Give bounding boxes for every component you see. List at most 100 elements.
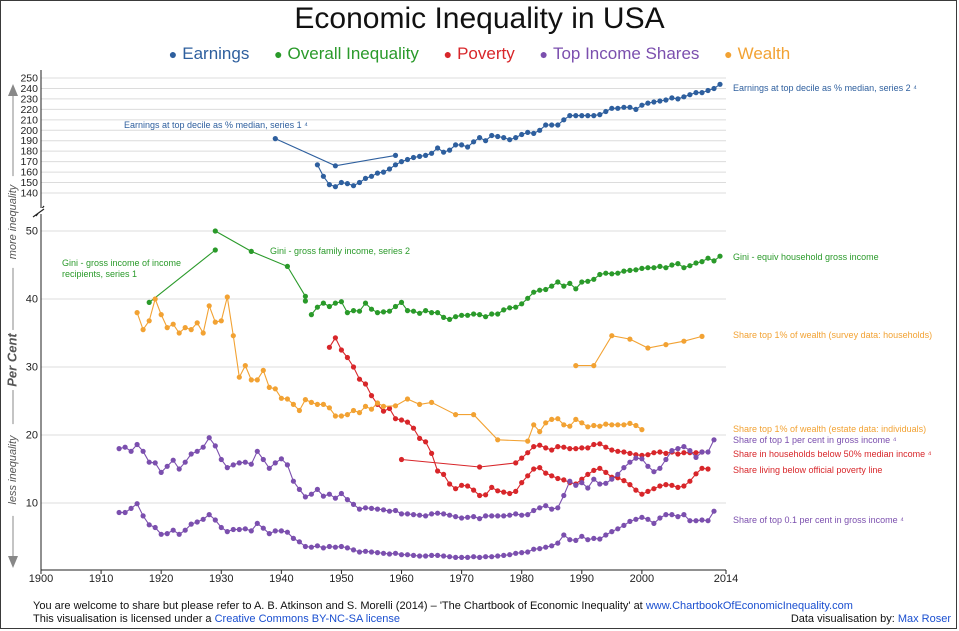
data-point bbox=[555, 122, 561, 128]
data-point bbox=[206, 303, 212, 309]
legend-item-earnings[interactable]: ● Earnings bbox=[169, 44, 250, 64]
data-point bbox=[699, 517, 705, 523]
data-point bbox=[525, 438, 531, 444]
series-line-share-top-1-of-wealth-survey-data-households bbox=[575, 335, 703, 367]
data-point bbox=[561, 477, 567, 483]
up-arrow-icon bbox=[8, 84, 18, 96]
data-point bbox=[128, 505, 134, 511]
data-point bbox=[699, 90, 705, 96]
series-share-in-households-below-50-median-income bbox=[398, 441, 705, 470]
data-point bbox=[513, 304, 519, 310]
data-point bbox=[224, 529, 230, 535]
data-point bbox=[218, 456, 224, 463]
data-point bbox=[531, 507, 537, 514]
y-tick-lower-40: 40 bbox=[26, 294, 38, 306]
data-point bbox=[549, 416, 555, 422]
data-point bbox=[398, 417, 405, 423]
chartbook-link[interactable]: www.ChartbookOfEconomicInequality.com bbox=[645, 600, 853, 612]
data-point bbox=[519, 455, 525, 461]
data-point bbox=[705, 255, 711, 261]
data-point bbox=[591, 276, 597, 282]
data-point bbox=[206, 435, 212, 441]
series-gini-gross-family-income-series-2 bbox=[212, 228, 308, 304]
data-point bbox=[326, 344, 332, 350]
data-point bbox=[362, 300, 369, 306]
data-point bbox=[687, 448, 693, 454]
series-line-gini-gross-family-income-series-2 bbox=[215, 230, 306, 301]
y-tick-upper-160: 160 bbox=[20, 167, 38, 179]
data-point bbox=[212, 319, 218, 325]
data-point bbox=[386, 551, 393, 557]
data-point bbox=[320, 300, 326, 306]
data-point bbox=[597, 423, 603, 429]
more-inequality-label: more inequality bbox=[7, 183, 19, 259]
data-point bbox=[242, 526, 248, 532]
data-point bbox=[423, 513, 429, 519]
data-point bbox=[404, 552, 411, 558]
series-label-share-top-1-of-wealth-estate-data-individuals: Share top 1% of wealth (estate data: ind… bbox=[733, 424, 926, 434]
data-point bbox=[507, 490, 513, 497]
data-point bbox=[579, 420, 585, 426]
legend-item-wealth[interactable]: ● Wealth bbox=[724, 44, 790, 64]
license-link[interactable]: Creative Commons BY-NC-SA license bbox=[214, 613, 401, 625]
page-title: Economic Inequality in USA bbox=[294, 2, 665, 35]
data-point bbox=[392, 416, 399, 422]
data-point bbox=[164, 531, 170, 537]
data-point bbox=[579, 533, 585, 539]
data-point bbox=[194, 519, 200, 525]
data-point bbox=[302, 494, 308, 500]
data-point bbox=[429, 399, 435, 405]
data-point bbox=[266, 465, 272, 471]
data-point bbox=[507, 552, 513, 558]
data-point bbox=[459, 142, 465, 148]
legend-item-overall-inequality[interactable]: ● Overall Inequality bbox=[274, 44, 419, 64]
data-point bbox=[633, 516, 639, 522]
data-point bbox=[663, 342, 669, 348]
data-point bbox=[561, 532, 567, 538]
data-point bbox=[368, 549, 375, 555]
series-share-of-top-1-per-cent-in-gross-income bbox=[116, 435, 717, 522]
data-point bbox=[609, 422, 615, 428]
x-tick-1940: 1940 bbox=[269, 573, 293, 585]
data-point bbox=[603, 532, 609, 538]
data-point bbox=[417, 310, 423, 316]
series-gini-gross-income-of-income-recipients-series-1 bbox=[146, 247, 218, 305]
data-point bbox=[543, 445, 549, 451]
data-point bbox=[272, 460, 278, 466]
data-point bbox=[398, 159, 405, 165]
data-point bbox=[717, 253, 723, 259]
data-point bbox=[615, 526, 621, 532]
data-point bbox=[429, 511, 435, 517]
data-point bbox=[639, 514, 645, 520]
data-point bbox=[224, 465, 230, 471]
data-point bbox=[380, 408, 387, 414]
data-point bbox=[392, 550, 399, 556]
data-point bbox=[573, 537, 579, 544]
data-point bbox=[483, 314, 489, 320]
data-point bbox=[567, 446, 573, 452]
author-link[interactable]: Max Roser bbox=[897, 613, 951, 625]
data-point bbox=[392, 507, 399, 514]
data-point bbox=[200, 516, 206, 522]
data-point bbox=[254, 520, 260, 527]
data-point bbox=[561, 422, 567, 428]
data-point bbox=[194, 320, 200, 326]
data-point bbox=[218, 524, 224, 531]
data-point bbox=[603, 480, 609, 486]
data-point bbox=[585, 537, 591, 543]
data-point bbox=[525, 450, 531, 456]
data-point bbox=[272, 528, 278, 534]
data-point bbox=[585, 113, 591, 119]
data-point bbox=[435, 552, 441, 559]
data-point bbox=[705, 466, 711, 472]
data-point bbox=[591, 535, 597, 542]
data-point bbox=[453, 554, 459, 561]
legend-item-top-income-shares[interactable]: ● Top Income Shares bbox=[539, 44, 699, 64]
data-point bbox=[429, 310, 435, 316]
data-point bbox=[477, 135, 483, 141]
data-point bbox=[645, 488, 651, 494]
data-point bbox=[681, 483, 687, 489]
legend-item-poverty[interactable]: ● Poverty bbox=[444, 44, 515, 64]
data-point bbox=[657, 515, 663, 521]
data-point bbox=[140, 327, 146, 333]
